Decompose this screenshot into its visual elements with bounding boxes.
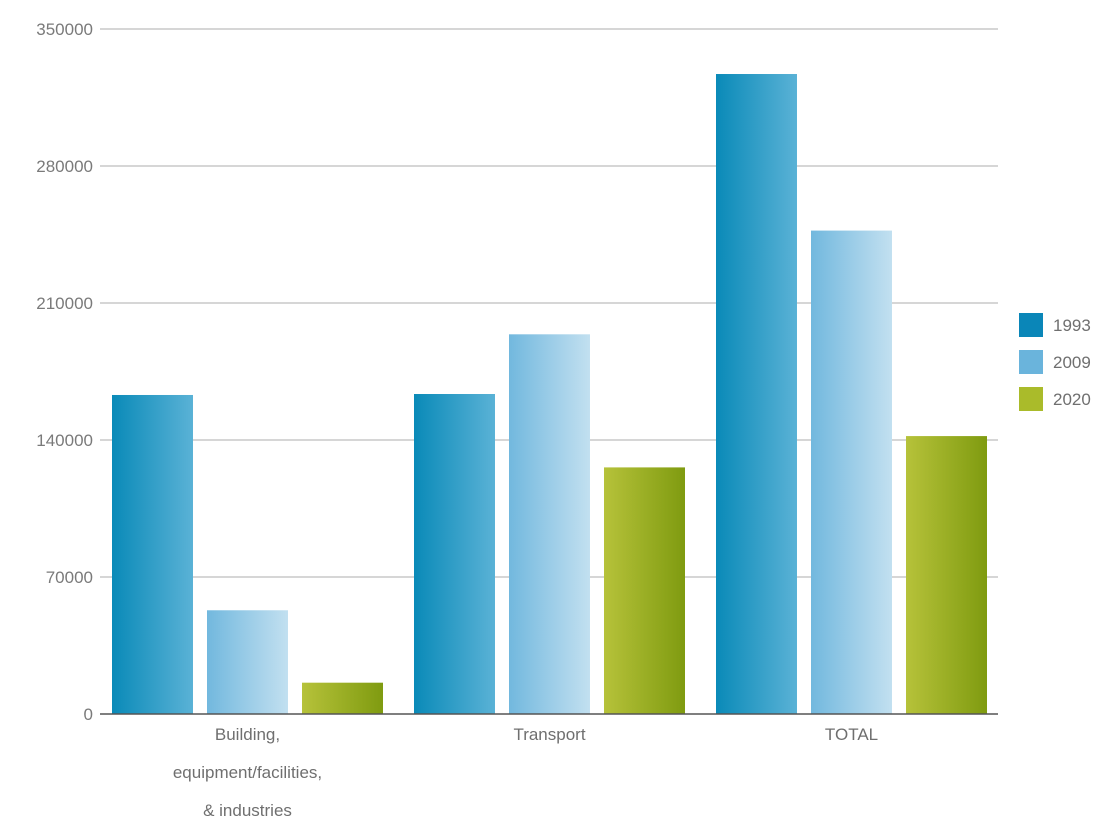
y-tick-label: 0 — [84, 705, 93, 724]
y-tick-label: 140000 — [36, 431, 93, 450]
bar-2020-2 — [604, 467, 685, 714]
bar-1993-3 — [716, 74, 797, 714]
bar-2009-2 — [509, 334, 590, 714]
x-category-label: TOTAL — [825, 725, 878, 744]
legend: 1993 2009 2020 — [1019, 313, 1091, 411]
legend-swatch-1993 — [1019, 313, 1043, 337]
x-axis-categories: Building, equipment/facilities, & industri… — [173, 725, 878, 820]
y-axis-ticks: 0 70000 140000 210000 280000 350000 — [36, 20, 93, 724]
bar-1993-1 — [112, 394, 193, 714]
x-category-label: Transport — [513, 725, 585, 744]
bar-2020-3 — [906, 436, 987, 714]
bar-1993-2 — [414, 394, 495, 714]
legend-label-1993: 1993 — [1053, 316, 1091, 335]
legend-label-2020: 2020 — [1053, 390, 1091, 409]
y-tick-label: 350000 — [36, 20, 93, 39]
legend-swatch-2009 — [1019, 350, 1043, 374]
y-tick-label: 210000 — [36, 294, 93, 313]
legend-label-2009: 2009 — [1053, 353, 1091, 372]
y-tick-label: 280000 — [36, 157, 93, 176]
bar-2020-1 — [302, 682, 383, 714]
x-category-label: Building, equipment/facilities, & industri… — [173, 725, 322, 820]
bar-2009-1 — [207, 610, 288, 714]
bar-2009-3 — [811, 230, 892, 715]
bars — [112, 74, 987, 715]
y-tick-label: 70000 — [46, 568, 93, 587]
legend-swatch-2020 — [1019, 387, 1043, 411]
